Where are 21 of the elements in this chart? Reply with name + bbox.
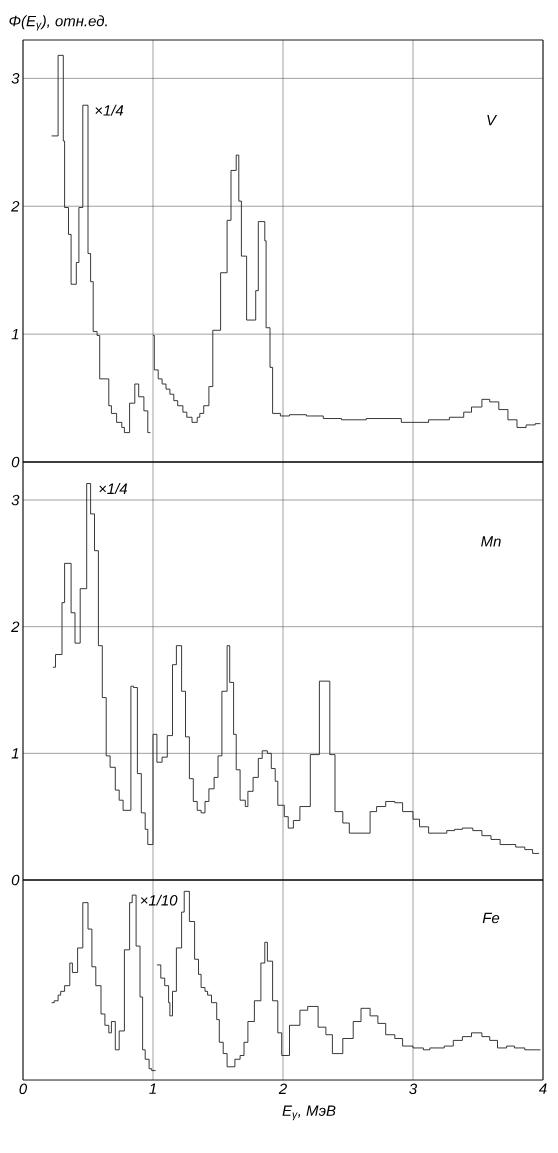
y-axis-title: Φ(E$_{γ}$), отн.ед.: [9, 15, 107, 31]
y-tick-label: 1: [11, 748, 19, 759]
y-tick-label: 3: [11, 494, 20, 506]
x-tick-label: 1: [149, 1083, 156, 1094]
y-tick-label: 2: [11, 621, 20, 632]
y-tick-label: 0: [11, 874, 20, 886]
annotation: ×1/4: [95, 104, 124, 116]
x-tick-label: 4: [538, 1083, 547, 1094]
annotation: ×1/10: [140, 894, 178, 906]
annotation: V: [487, 115, 498, 126]
x-tick-label: 0: [19, 1083, 28, 1095]
x-axis-title: E$_{γ}$, МэВ: [282, 1105, 336, 1121]
annotation: Mn: [481, 536, 501, 547]
y-tick-label: 0: [11, 456, 20, 468]
y-tick-label: 1: [11, 328, 19, 340]
annotation: Fe: [482, 912, 500, 924]
y-tick-label: 3: [11, 73, 20, 84]
x-tick-label: 2: [278, 1083, 287, 1094]
annotation: ×1/4: [99, 483, 128, 495]
x-tick-label: 3: [409, 1083, 418, 1095]
y-tick-label: 2: [11, 201, 20, 212]
